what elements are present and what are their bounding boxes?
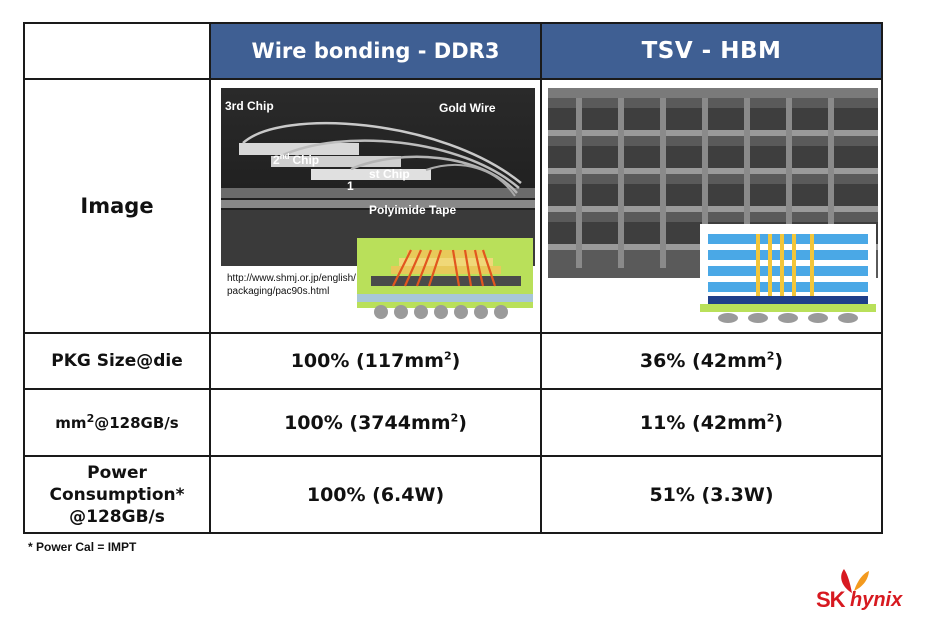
image-row: Image	[23, 78, 883, 334]
row-label-image: Image	[23, 78, 211, 334]
logo-sk-text: SK	[816, 587, 846, 612]
row-label-area-per-bandwidth: mm2@128GB/s	[23, 388, 211, 457]
area-tsv: 11% (42mm2)	[540, 388, 883, 457]
tsv-image-cell	[540, 78, 883, 334]
wire-bonding-cross-section-image: 3rd Chip Gold Wire 2nd Chip st Chip 1 Pol…	[221, 88, 535, 328]
source-url-line2: packaging/pac90s.html	[227, 286, 329, 297]
header-row: Wire bonding - DDR3 TSV - HBM	[23, 22, 883, 80]
label-first-chip-num: 1	[347, 179, 354, 193]
tsv-schematic-inset	[700, 224, 876, 324]
header-tsv-hbm: TSV - HBM	[540, 22, 883, 80]
pkg-size-row: PKG Size@die 100% (117mm2) 36% (42mm2)	[23, 332, 883, 390]
footnote: * Power Cal = IMPT	[28, 540, 137, 554]
wire-bonding-image-cell: 3rd Chip Gold Wire 2nd Chip st Chip 1 Pol…	[209, 78, 542, 334]
label-third-chip: 3rd Chip	[225, 99, 274, 113]
logo-hynix-text: hynix	[850, 589, 903, 611]
row-label-power: Power Consumption* @128GB/s	[23, 455, 211, 534]
power-tsv: 51% (3.3W)	[540, 455, 883, 534]
power-wire-bonding: 100% (6.4W)	[209, 455, 542, 534]
label-polyimide-tape: Polyimide Tape	[369, 203, 456, 217]
pkg-size-wire-bonding: 100% (117mm2)	[209, 332, 542, 390]
area-wire-bonding: 100% (3744mm2)	[209, 388, 542, 457]
label-first-chip: st Chip	[369, 167, 410, 181]
butterfly-icon	[841, 569, 869, 593]
row-label-pkg-size: PKG Size@die	[23, 332, 211, 390]
wire-bonding-schematic-inset	[357, 238, 533, 319]
pkg-size-tsv: 36% (42mm2)	[540, 332, 883, 390]
corner-cell	[23, 22, 211, 80]
power-row: Power Consumption* @128GB/s 100% (6.4W) …	[23, 455, 883, 534]
area-per-bandwidth-row: mm2@128GB/s 100% (3744mm2) 11% (42mm2)	[23, 388, 883, 457]
label-gold-wire: Gold Wire	[439, 101, 496, 115]
label-second-chip: 2nd Chip	[273, 152, 319, 167]
comparison-table: Wire bonding - DDR3 TSV - HBM Image	[23, 22, 883, 534]
tsv-cross-section-image	[548, 88, 878, 324]
header-wire-bonding: Wire bonding - DDR3	[209, 22, 542, 80]
source-url-line1: http://www.shmj.or.jp/english/	[227, 273, 356, 284]
sk-hynix-logo: SK hynix	[806, 565, 916, 623]
